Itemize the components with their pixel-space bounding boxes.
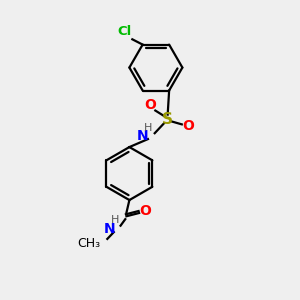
Text: CH₃: CH₃ [77, 237, 101, 250]
Text: H: H [144, 123, 152, 133]
Text: N: N [136, 129, 148, 143]
Text: O: O [144, 98, 156, 112]
Text: O: O [182, 119, 194, 133]
Text: N: N [103, 222, 115, 236]
Text: Cl: Cl [117, 25, 131, 38]
Text: S: S [162, 112, 173, 128]
Text: O: O [140, 204, 152, 218]
Text: H: H [110, 215, 119, 225]
